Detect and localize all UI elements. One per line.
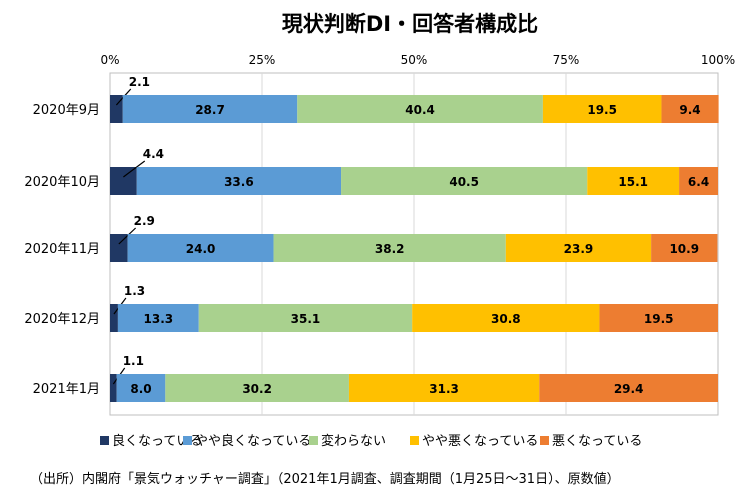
bar-segment xyxy=(542,95,662,123)
bar-segment xyxy=(661,95,719,123)
legend-label: やや悪くなっている xyxy=(422,434,538,449)
bar-segment xyxy=(127,234,274,262)
bar-segment xyxy=(587,167,680,195)
data-label: 31.3 xyxy=(429,382,459,396)
data-label: 2.1 xyxy=(129,75,150,89)
bar-segment xyxy=(165,374,349,402)
x-tick-label: 100% xyxy=(701,53,735,67)
legend-swatch xyxy=(100,436,109,445)
data-label: 38.2 xyxy=(375,242,405,256)
data-label: 33.6 xyxy=(224,175,254,189)
data-label: 1.3 xyxy=(124,284,145,298)
bar-segment xyxy=(110,167,137,195)
legend-swatch xyxy=(540,436,549,445)
category-label: 2020年10月 xyxy=(24,175,100,190)
bar-segment xyxy=(505,234,652,262)
data-label: 19.5 xyxy=(587,103,617,117)
bar-segment xyxy=(297,95,543,123)
bar-segment xyxy=(110,234,128,262)
bar-segment xyxy=(110,374,117,402)
legend-swatch xyxy=(309,436,318,445)
x-tick-label: 50% xyxy=(401,53,428,67)
chart-title: 現状判断DI・回答者構成比 xyxy=(282,12,538,36)
legend-label: やや良くなっている xyxy=(195,433,311,449)
data-label: 1.1 xyxy=(123,354,144,368)
data-label-leader xyxy=(123,160,146,178)
bar-segment xyxy=(110,304,118,332)
category-label: 2020年12月 xyxy=(24,312,100,327)
data-label: 23.9 xyxy=(564,242,594,256)
x-tick-label: 75% xyxy=(553,53,580,67)
data-label: 8.0 xyxy=(130,382,151,396)
bar-segment xyxy=(679,167,718,195)
category-label: 2021年1月 xyxy=(33,382,100,397)
data-label-leader xyxy=(118,227,137,245)
x-tick-labels: 0% 25% 50% 75% 100% xyxy=(100,53,735,67)
data-label: 13.3 xyxy=(144,312,174,326)
bar-segment xyxy=(117,304,199,332)
legend-swatch xyxy=(410,436,419,445)
source-note: （出所）内閣府「景気ウォッチャー調査」（2021年1月調査、調査期間（1月25日… xyxy=(30,472,620,487)
bar-segment xyxy=(136,167,342,195)
bar-segment xyxy=(116,374,166,402)
legend-swatch xyxy=(183,436,192,445)
category-label: 2020年11月 xyxy=(24,242,100,257)
data-label: 24.0 xyxy=(186,242,216,256)
data-label: 2.9 xyxy=(134,214,155,228)
data-label: 40.4 xyxy=(405,103,435,117)
data-label: 4.4 xyxy=(143,147,164,161)
bar-segment xyxy=(273,234,506,262)
data-label: 19.5 xyxy=(644,312,674,326)
bar-segment xyxy=(651,234,718,262)
bar-segment xyxy=(198,304,413,332)
bars: 2.1 28.7 40.4 19.5 9.4 4.4 33.6 40.5 15.1 6.4 2.9 2… xyxy=(110,75,719,402)
data-label: 35.1 xyxy=(291,312,321,326)
data-label: 30.2 xyxy=(242,382,272,396)
legend-label: 変わらない xyxy=(321,433,386,449)
bar-segment xyxy=(122,95,298,123)
data-label: 10.9 xyxy=(669,242,699,256)
bar-segment xyxy=(412,304,600,332)
x-tick-label: 25% xyxy=(249,53,276,67)
data-label: 40.5 xyxy=(449,175,479,189)
data-label: 9.4 xyxy=(679,103,700,117)
bar-segment xyxy=(539,374,718,402)
legend-label: 良くなっている xyxy=(112,433,202,449)
data-label: 6.4 xyxy=(688,175,709,189)
category-labels: 2020年9月 2020年10月 2020年11月 2020年12月 2021年1月 xyxy=(24,103,100,397)
bar-segment xyxy=(348,374,540,402)
data-label: 28.7 xyxy=(195,103,225,117)
bar-segment xyxy=(341,167,588,195)
data-label: 15.1 xyxy=(618,175,648,189)
x-tick-label: 0% xyxy=(100,53,119,67)
category-label: 2020年9月 xyxy=(33,103,100,118)
data-label: 30.8 xyxy=(491,312,521,326)
legend-label: 悪くなっている xyxy=(552,434,642,449)
data-label: 29.4 xyxy=(614,382,644,396)
bar-segment xyxy=(599,304,718,332)
